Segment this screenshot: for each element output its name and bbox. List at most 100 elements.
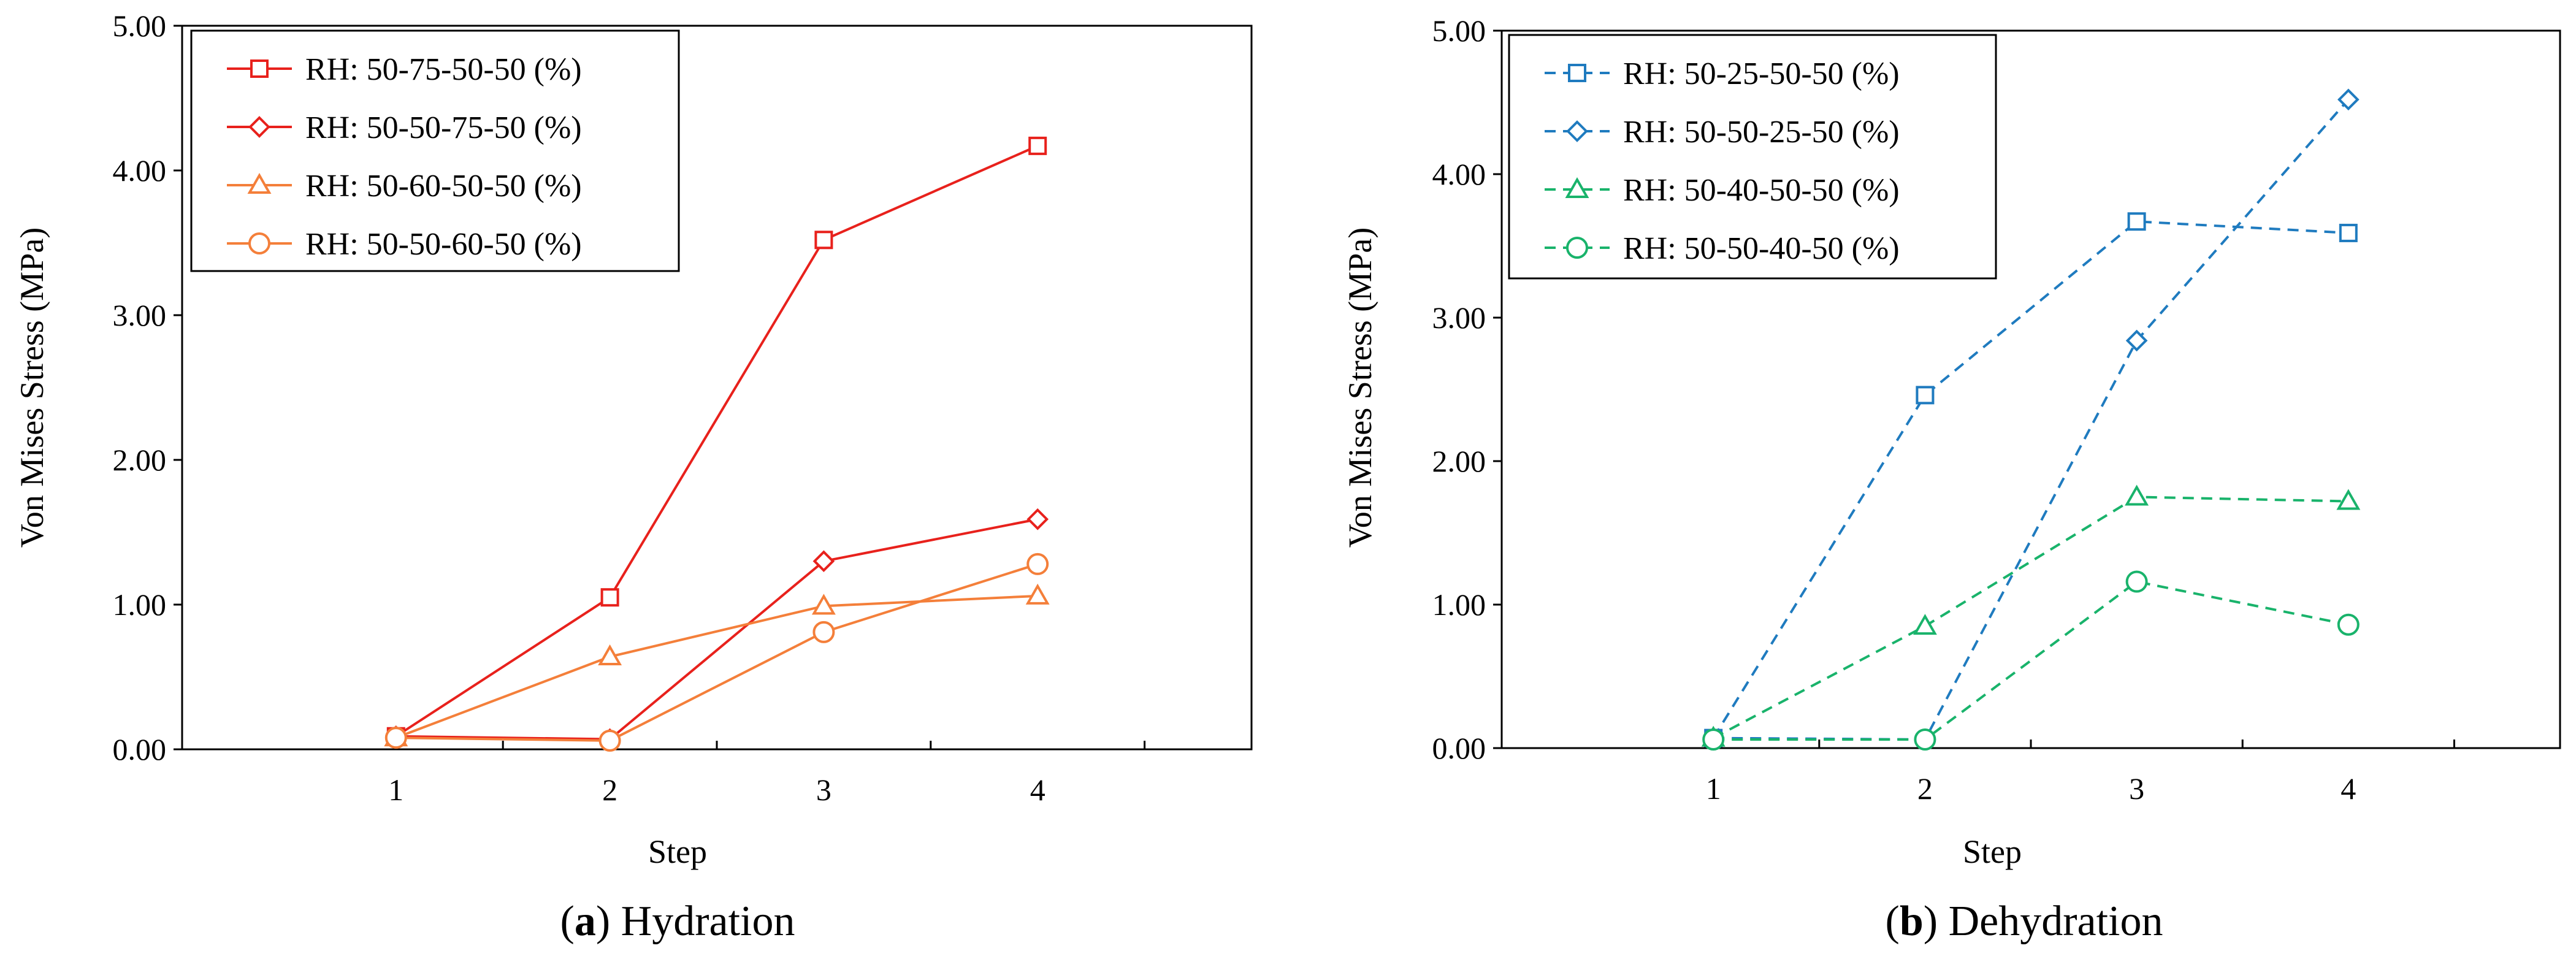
y-tick-label: 4.00	[1432, 157, 1486, 191]
data-point	[1026, 552, 1049, 575]
legend-item: RH: 50-75-50-50 (%)	[227, 52, 582, 87]
legend-label: RH: 50-50-40-50 (%)	[1623, 231, 1900, 266]
data-point	[812, 621, 835, 643]
data-point	[2127, 212, 2146, 231]
y-tick-label: 3.00	[113, 298, 167, 332]
legend-marker	[1566, 237, 1588, 259]
legend-marker	[1565, 177, 1589, 198]
data-point	[1026, 508, 1049, 530]
data-point	[1702, 728, 1725, 751]
x-tick-label: 3	[2129, 771, 2144, 806]
legend-box	[190, 29, 680, 272]
y-tick-label: 1.00	[113, 587, 167, 622]
data-point	[2337, 613, 2360, 636]
legend-label: RH: 50-60-50-50 (%)	[305, 169, 582, 204]
y-tick-label: 0.00	[113, 732, 167, 766]
data-point	[600, 588, 619, 607]
legend-box	[1508, 34, 1997, 280]
x-tick-label: 2	[602, 773, 617, 807]
data-point	[1913, 614, 1937, 635]
legend-label: RH: 50-75-50-50 (%)	[305, 52, 582, 87]
data-point	[2125, 329, 2148, 352]
data-point	[2337, 88, 2360, 111]
y-tick-label: 0.00	[1432, 731, 1486, 765]
y-axis-title: Von Mises Stress (MPa)	[1342, 227, 1378, 548]
data-point	[814, 231, 833, 250]
legend-item: RH: 50-25-50-50 (%)	[1545, 56, 1900, 91]
series-circle	[1702, 570, 2360, 751]
data-point	[598, 644, 622, 665]
y-tick-label: 4.00	[113, 153, 167, 188]
legend-item: RH: 50-60-50-50 (%)	[227, 169, 582, 204]
x-axis-title: Step	[1963, 833, 2022, 870]
y-axis-title: Von Mises Stress (MPa)	[13, 227, 50, 548]
data-point	[2125, 570, 2148, 593]
y-tick-label: 2.00	[1432, 444, 1486, 478]
data-point	[384, 727, 407, 749]
data-point	[2125, 484, 2149, 506]
caption-title: Dehydration	[1949, 898, 2163, 945]
legend-item: RH: 50-50-60-50 (%)	[227, 227, 582, 262]
data-point	[2339, 223, 2358, 242]
legend-item: RH: 50-50-40-50 (%)	[1545, 231, 1900, 266]
data-point	[1028, 136, 1047, 155]
y-tick-label: 5.00	[113, 9, 167, 43]
legend-label: RH: 50-40-50-50 (%)	[1623, 173, 1900, 208]
x-tick-label: 4	[2341, 771, 2356, 806]
caption-label: a	[575, 898, 596, 945]
y-tick-label: 3.00	[1432, 300, 1486, 335]
series-layer	[384, 136, 1050, 752]
data-point	[1025, 583, 1050, 605]
y-axis-ticks: 0.00 1.00 2.00 3.00 4.00 5.00	[1432, 13, 1502, 765]
caption-label: b	[1900, 898, 1924, 945]
legend-marker	[1568, 64, 1586, 82]
legend-marker	[1566, 120, 1588, 142]
data-point	[2336, 489, 2361, 510]
data-point	[812, 550, 835, 573]
legend-marker	[250, 59, 269, 78]
series-line	[1713, 495, 2349, 740]
x-tick-label: 3	[816, 773, 831, 807]
data-point	[1914, 728, 1936, 751]
legend-item: RH: 50-50-25-50 (%)	[1545, 115, 1900, 150]
legend: RH: 50-75-50-50 (%) RH: 50-50-75-50 (%) RH…	[190, 29, 680, 272]
y-tick-label: 1.00	[1432, 587, 1486, 622]
series-line	[1712, 220, 2349, 739]
y-tick-label: 5.00	[1432, 13, 1486, 48]
legend-marker	[247, 172, 272, 194]
series-line	[396, 518, 1038, 741]
panel-caption: (a) Hydration	[560, 898, 795, 945]
legend-marker	[248, 116, 270, 138]
x-tick-label: 1	[1706, 771, 1721, 806]
caption-title: Hydration	[621, 898, 795, 945]
x-axis-title: Step	[648, 833, 707, 870]
panel-dehydration: 0.00 1.00 2.00 3.00 4.00 5.00 1 2 3 4 Step Von M…	[1342, 13, 2561, 945]
legend-label: RH: 50-25-50-50 (%)	[1623, 56, 1900, 91]
legend-label: RH: 50-50-60-50 (%)	[305, 227, 582, 262]
series-triangle	[384, 583, 1050, 747]
series-square	[386, 136, 1047, 746]
panel-caption: (b) Dehydration	[1886, 898, 2163, 945]
x-axis-ticks: 1 2 3 4	[1706, 740, 2455, 806]
x-tick-label: 2	[1917, 771, 1933, 806]
legend-marker	[248, 232, 270, 254]
data-point	[1916, 386, 1935, 405]
legend-item: RH: 50-50-75-50 (%)	[227, 110, 582, 145]
y-tick-label: 2.00	[113, 443, 167, 477]
series-line	[395, 145, 1039, 738]
legend-item: RH: 50-40-50-50 (%)	[1545, 173, 1900, 208]
series-layer	[1701, 88, 2361, 751]
legend: RH: 50-25-50-50 (%) RH: 50-50-25-50 (%) RH…	[1508, 34, 1997, 280]
legend-label: RH: 50-50-25-50 (%)	[1623, 115, 1900, 150]
x-tick-label: 4	[1030, 773, 1045, 807]
legend-label: RH: 50-50-75-50 (%)	[305, 110, 582, 145]
series-line	[396, 594, 1038, 739]
series-line	[396, 563, 1038, 742]
series-circle	[384, 552, 1049, 752]
x-tick-label: 1	[388, 773, 403, 807]
data-point	[811, 594, 836, 615]
data-point	[598, 729, 621, 752]
y-axis-ticks: 0.00 1.00 2.00 3.00 4.00 5.00	[113, 9, 182, 766]
panel-hydration: 0.00 1.00 2.00 3.00 4.00 5.00 1 2 3 4 Step Von M…	[13, 9, 1253, 945]
